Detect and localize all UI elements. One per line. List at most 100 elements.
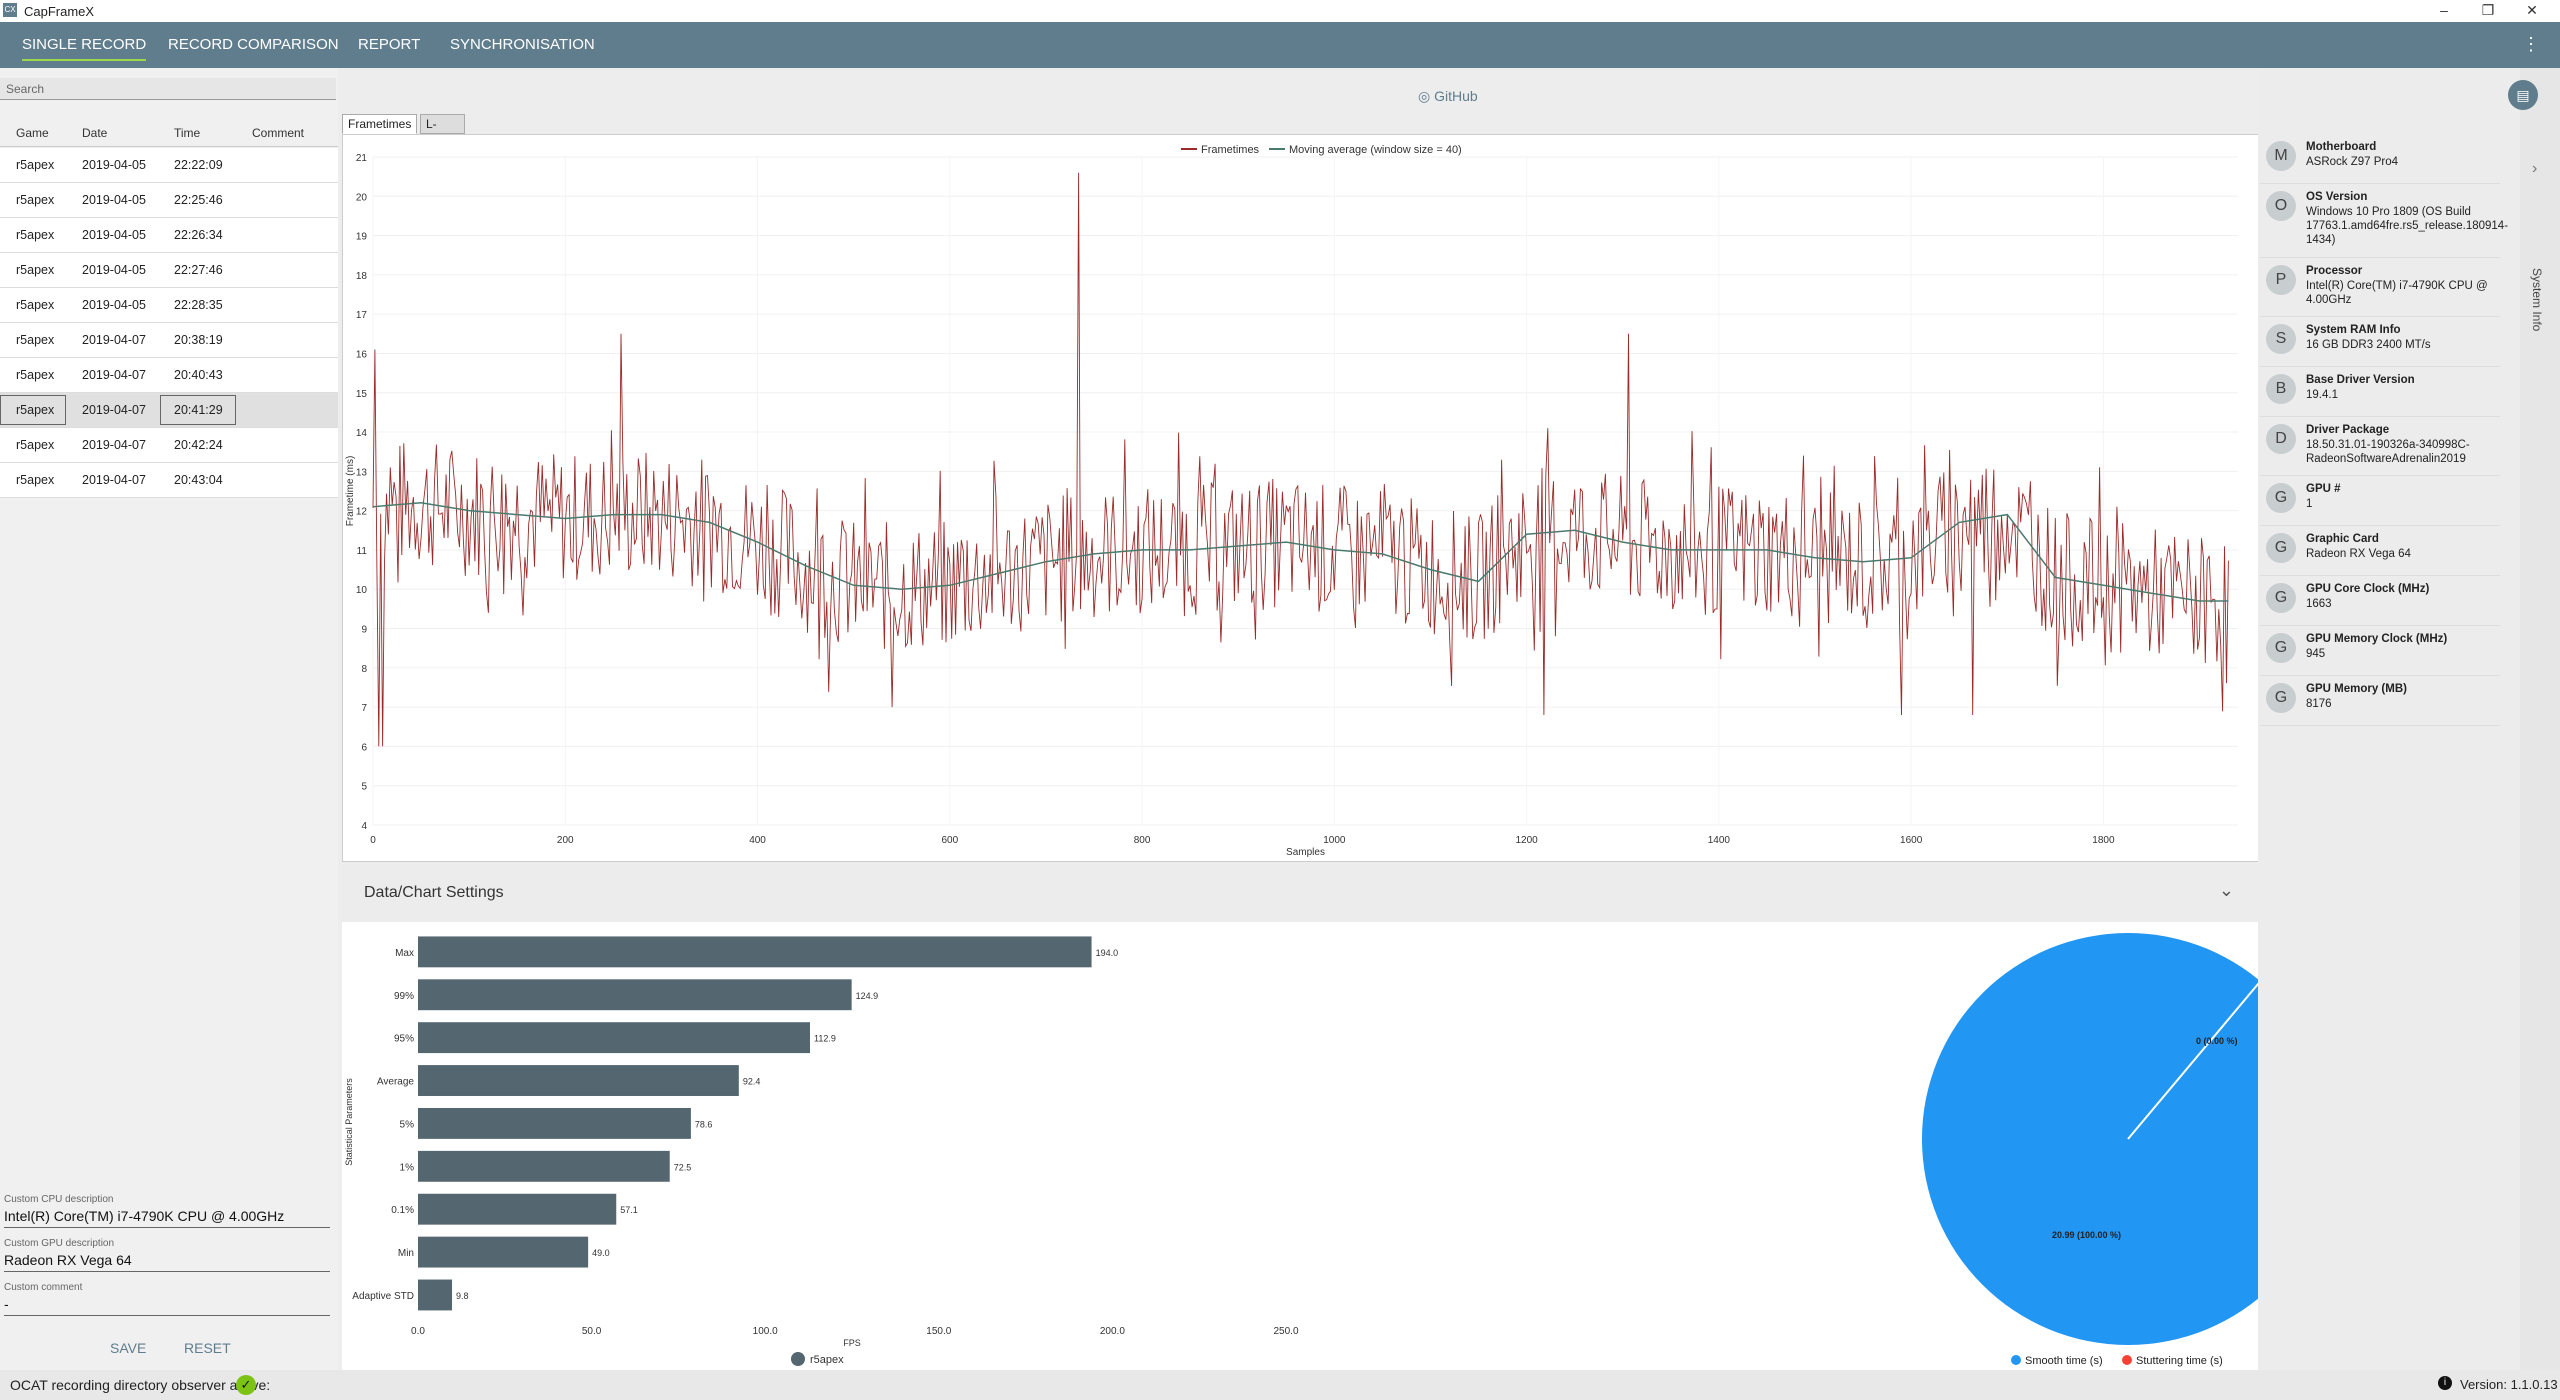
category-label: 0.1% xyxy=(391,1205,414,1216)
system-info-title: System Info xyxy=(2530,268,2544,332)
info-key: Motherboard xyxy=(2306,141,2377,153)
title-bar: CX CapFrameX – ❐ ✕ xyxy=(0,0,2560,22)
system-info-item: G GPU Memory (MB) 8176 xyxy=(2260,676,2500,726)
category-label: Max xyxy=(395,948,414,959)
status-bar: OCAT recording directory observer active… xyxy=(0,1370,2560,1400)
cell-date: 2019-04-05 xyxy=(82,158,146,172)
custom-gpu-input[interactable]: Radeon RX Vega 64 xyxy=(4,1249,330,1272)
info-key: System RAM Info xyxy=(2306,324,2401,336)
table-row[interactable]: r5apex 2019-04-07 20:43:04 xyxy=(0,463,338,498)
table-row[interactable]: r5apex 2019-04-05 22:28:35 xyxy=(0,288,338,323)
github-link[interactable]: ◎ GitHub xyxy=(1418,88,1478,105)
top-navigation: SINGLE RECORD RECORD COMPARISON REPORT S… xyxy=(0,22,2560,68)
table-row[interactable]: r5apex 2019-04-07 20:42:24 xyxy=(0,428,338,463)
info-key: GPU Memory Clock (MHz) xyxy=(2306,633,2448,645)
restore-button[interactable]: ❐ xyxy=(2481,2,2495,18)
legend-label: r5apex xyxy=(810,1354,844,1366)
bar xyxy=(418,1022,810,1054)
system-info-item: B Base Driver Version 19.4.1 xyxy=(2260,367,2500,417)
chevron-down-icon[interactable]: ⌄ xyxy=(2218,880,2234,900)
statistics-area: Max 194.0 99% 124.9 95% 112.9 Average 92.4 5% 78.… xyxy=(342,922,2258,1370)
reset-button[interactable]: RESET xyxy=(184,1340,231,1356)
table-row[interactable]: r5apex 2019-04-05 22:26:34 xyxy=(0,218,338,253)
chevron-right-icon[interactable]: › xyxy=(2532,160,2538,177)
info-avatar: M xyxy=(2266,141,2296,171)
tab-record-comparison[interactable]: RECORD COMPARISON xyxy=(168,36,339,53)
save-button[interactable]: SAVE xyxy=(110,1340,147,1356)
custom-comment-field[interactable]: Custom comment - xyxy=(4,1282,330,1316)
custom-comment-input[interactable]: - xyxy=(4,1293,330,1316)
custom-cpu-input[interactable]: Intel(R) Core(TM) i7-4790K CPU @ 4.00GHz xyxy=(4,1205,330,1228)
data-label: 57.1 xyxy=(620,1205,638,1215)
info-value: 1663 xyxy=(2306,598,2332,610)
cell-date: 2019-04-07 xyxy=(82,403,146,417)
legend-swatch xyxy=(791,1352,805,1366)
system-info-sidebar[interactable]: › System Info xyxy=(2520,68,2560,1370)
cell-time: 22:22:09 xyxy=(174,158,223,172)
table-row[interactable]: r5apex 2019-04-05 22:22:09 xyxy=(0,148,338,183)
system-info-column xyxy=(2258,68,2520,1370)
cell-game: r5apex xyxy=(16,333,55,347)
table-row[interactable]: r5apex 2019-04-07 20:38:19 xyxy=(0,323,338,358)
table-row[interactable]: r5apex 2019-04-05 22:25:46 xyxy=(0,183,338,218)
tab-report[interactable]: REPORT xyxy=(358,36,421,53)
column-date[interactable]: Date xyxy=(82,126,108,140)
bar xyxy=(418,1107,691,1139)
more-menu-icon[interactable]: ⋮ xyxy=(2522,34,2540,54)
legend-stutter-label: Stuttering time (s) xyxy=(2136,1355,2223,1367)
category-label: 5% xyxy=(400,1119,415,1130)
system-info-item: G GPU Core Clock (MHz) 1663 xyxy=(2260,576,2500,626)
info-key: OS Version xyxy=(2306,191,2368,203)
data-chart-settings-bar[interactable]: Data/Chart Settings ⌄ xyxy=(342,864,2258,920)
selected-cell-outline xyxy=(160,395,236,425)
pie-slice-stutter xyxy=(2127,982,2258,1140)
github-label: GitHub xyxy=(1434,88,1478,104)
tab-synchronisation[interactable]: SYNCHRONISATION xyxy=(450,36,595,53)
custom-gpu-field[interactable]: Custom GPU description Radeon RX Vega 64 xyxy=(4,1238,330,1272)
custom-comment-label: Custom comment xyxy=(4,1282,83,1293)
cell-date: 2019-04-07 xyxy=(82,333,146,347)
y-tick-label: 8 xyxy=(361,664,367,675)
record-list-panel: Search Game Date Time Comment r5apex 2019… xyxy=(0,68,338,1370)
table-row[interactable]: r5apex 2019-04-07 20:40:43 xyxy=(0,358,338,393)
clipboard-icon[interactable]: ▤ xyxy=(2508,80,2538,110)
table-row[interactable]: r5apex 2019-04-05 22:27:46 xyxy=(0,253,338,288)
stutter-pie-chart: 20.99 (100.00 %) 0 (0.00 %) Smooth time (s… xyxy=(1922,933,2258,1367)
tab-l-shape[interactable]: L-shape xyxy=(420,114,465,149)
system-info-list: M Motherboard ASRock Z97 Pro4 O OS Version Wi… xyxy=(2260,134,2508,734)
app-icon: CX xyxy=(3,3,17,17)
column-time[interactable]: Time xyxy=(174,126,201,140)
y-tick-label: 17 xyxy=(356,310,368,321)
system-info-item: D Driver Package 18.50.31.01-190326a-34099… xyxy=(2260,417,2500,476)
info-avatar: G xyxy=(2266,533,2296,563)
info-value: 945 xyxy=(2306,648,2326,660)
bar xyxy=(418,1065,739,1096)
system-info-item: G GPU # 1 xyxy=(2260,476,2500,526)
info-avatar: G xyxy=(2266,483,2296,513)
cell-time: 22:26:34 xyxy=(174,228,223,242)
y-tick-label: 9 xyxy=(361,625,367,636)
x-axis-label: FPS xyxy=(843,1338,861,1348)
column-game[interactable]: Game xyxy=(16,126,49,140)
close-button[interactable]: ✕ xyxy=(2526,2,2538,18)
info-key: Driver Package xyxy=(2306,424,2390,436)
info-value: Intel(R) Core(TM) i7-4790K CPU @ 4.00GHz xyxy=(2306,280,2488,306)
column-comment[interactable]: Comment xyxy=(252,126,305,140)
custom-cpu-field[interactable]: Custom CPU description Intel(R) Core(TM)… xyxy=(4,1194,330,1228)
minimize-button[interactable]: – xyxy=(2440,2,2448,18)
custom-cpu-label: Custom CPU description xyxy=(4,1194,114,1205)
system-info-item: G Graphic Card Radeon RX Vega 64 xyxy=(2260,526,2500,576)
bar xyxy=(418,1279,453,1311)
cell-time: 20:38:19 xyxy=(174,333,223,347)
y-tick-label: 11 xyxy=(357,546,368,557)
search-input[interactable]: Search xyxy=(0,78,336,100)
tab-single-record[interactable]: SINGLE RECORD xyxy=(22,36,147,61)
table-row[interactable]: r5apex 2019-04-07 20:41:29 xyxy=(0,393,338,428)
system-info-item: P Processor Intel(R) Core(TM) i7-4790K CPU… xyxy=(2260,258,2500,317)
cell-time: 20:43:04 xyxy=(174,473,223,487)
tab-frametimes[interactable]: Frametimes xyxy=(342,114,418,134)
info-key: Base Driver Version xyxy=(2306,374,2415,386)
info-avatar: S xyxy=(2266,324,2296,354)
x-tick-label: 1400 xyxy=(1708,835,1731,846)
ocat-status-text: OCAT recording directory observer active… xyxy=(10,1377,271,1393)
